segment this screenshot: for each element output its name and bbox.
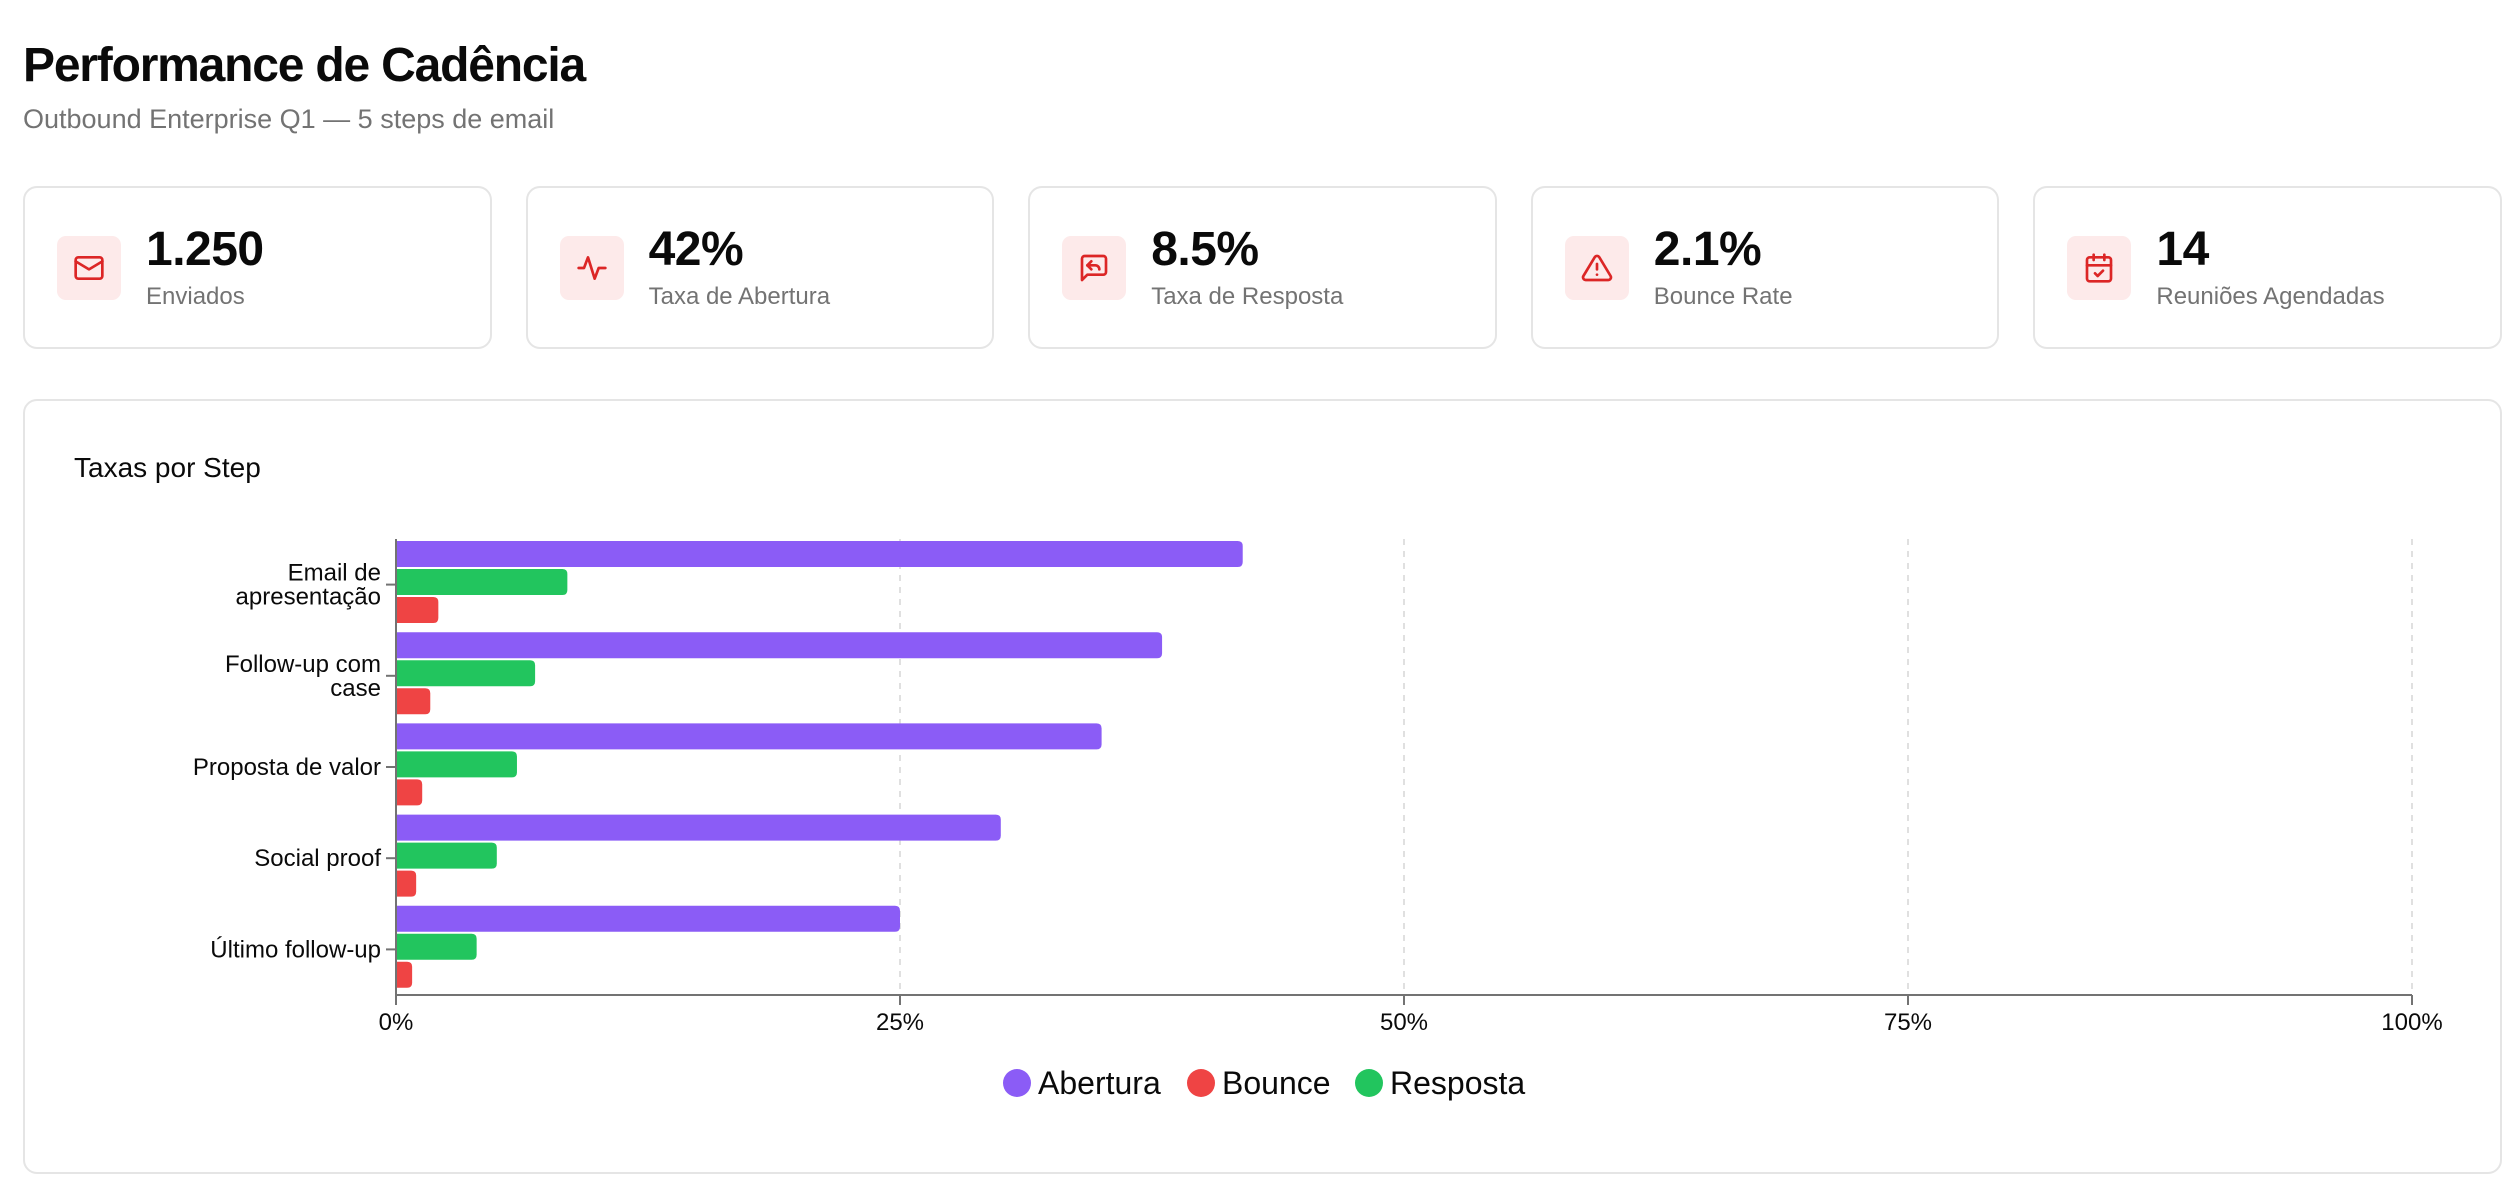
y-tick-label: Follow-up com case — [225, 651, 381, 702]
legend-label-abertura: Abertura — [1038, 1065, 1161, 1101]
kpi-card-enviados: 1.250 Enviados — [23, 186, 492, 349]
page-title: Performance de Cadência — [23, 39, 586, 92]
kpi-row: 1.250 Enviados 42% Taxa de Abertura 8.5%… — [23, 186, 2502, 349]
kpi-card-resposta: 8.5% Taxa de Resposta — [1028, 186, 1497, 349]
legend-swatch-resposta — [1355, 1069, 1383, 1097]
legend-label-resposta: Resposta — [1390, 1065, 1525, 1101]
bar-abertura — [396, 723, 1102, 750]
x-tick-label: 25% — [876, 1009, 924, 1036]
y-tick-label: Email de apresentação — [236, 560, 381, 611]
x-tick-label: 75% — [1884, 1009, 1932, 1036]
bar-bounce — [396, 597, 439, 623]
kpi-value: 42% — [648, 222, 744, 276]
bar-resposta — [396, 751, 517, 778]
kpi-card-bounce: 2.1% Bounce Rate — [1530, 186, 2000, 349]
bar-resposta — [396, 842, 497, 869]
kpi-label: Taxa de Abertura — [648, 282, 831, 310]
kpi-label: Enviados — [146, 282, 245, 310]
alert-triangle-icon — [1564, 235, 1629, 300]
bar-bounce — [396, 870, 417, 897]
kpi-label: Taxa de Resposta — [1151, 282, 1344, 310]
bar-bounce — [396, 961, 413, 988]
bar-bounce — [396, 688, 431, 715]
kpi-value: 14 — [2156, 222, 2209, 276]
y-tick-label: Último follow-up — [210, 936, 381, 963]
bar-resposta — [396, 660, 536, 687]
calendar-check-icon — [2067, 235, 2132, 300]
bar-abertura — [396, 905, 900, 932]
y-tick-label: Social proof — [254, 845, 381, 872]
kpi-label: Bounce Rate — [1653, 282, 1793, 310]
kpi-value: 8.5% — [1151, 222, 1259, 276]
legend-swatch-abertura — [1003, 1069, 1031, 1097]
kpi-value: 1.250 — [146, 222, 264, 276]
bar-abertura — [396, 814, 1001, 841]
bar-chart: 0% 25% 50% 75% 100% Email de apresentação Follo… — [193, 539, 2443, 1101]
legend-swatch-bounce — [1187, 1069, 1215, 1097]
x-tick-label: 0% — [379, 1009, 414, 1036]
page-subtitle: Outbound Enterprise Q1 — 5 steps de emai… — [23, 104, 555, 134]
y-tick-label: Proposta de valor — [193, 754, 381, 781]
bar-abertura — [396, 632, 1163, 659]
bar-resposta — [396, 933, 477, 960]
chart-title: Taxas por Step — [74, 452, 261, 483]
legend-label-bounce: Bounce — [1222, 1065, 1331, 1101]
x-tick-label: 50% — [1380, 1009, 1428, 1036]
x-tick-label: 100% — [2381, 1009, 2442, 1036]
bar-resposta — [396, 569, 568, 595]
chart-card: Taxas por Step 0% 25% 50% 75% 100% Email de ap… — [23, 399, 2502, 1174]
kpi-card-reunioes: 14 Reuniões Agendadas — [2033, 186, 2502, 349]
message-reply-icon — [1062, 235, 1127, 300]
page-header: Performance de Cadência Outbound Enterpr… — [23, 36, 586, 138]
activity-icon — [559, 235, 624, 300]
kpi-card-abertura: 42% Taxa de Abertura — [525, 186, 995, 349]
bar-bounce — [396, 779, 423, 806]
mail-icon — [57, 235, 121, 300]
kpi-value: 2.1% — [1653, 222, 1762, 276]
kpi-label: Reuniões Agendadas — [2156, 282, 2385, 310]
bar-abertura — [396, 541, 1243, 567]
